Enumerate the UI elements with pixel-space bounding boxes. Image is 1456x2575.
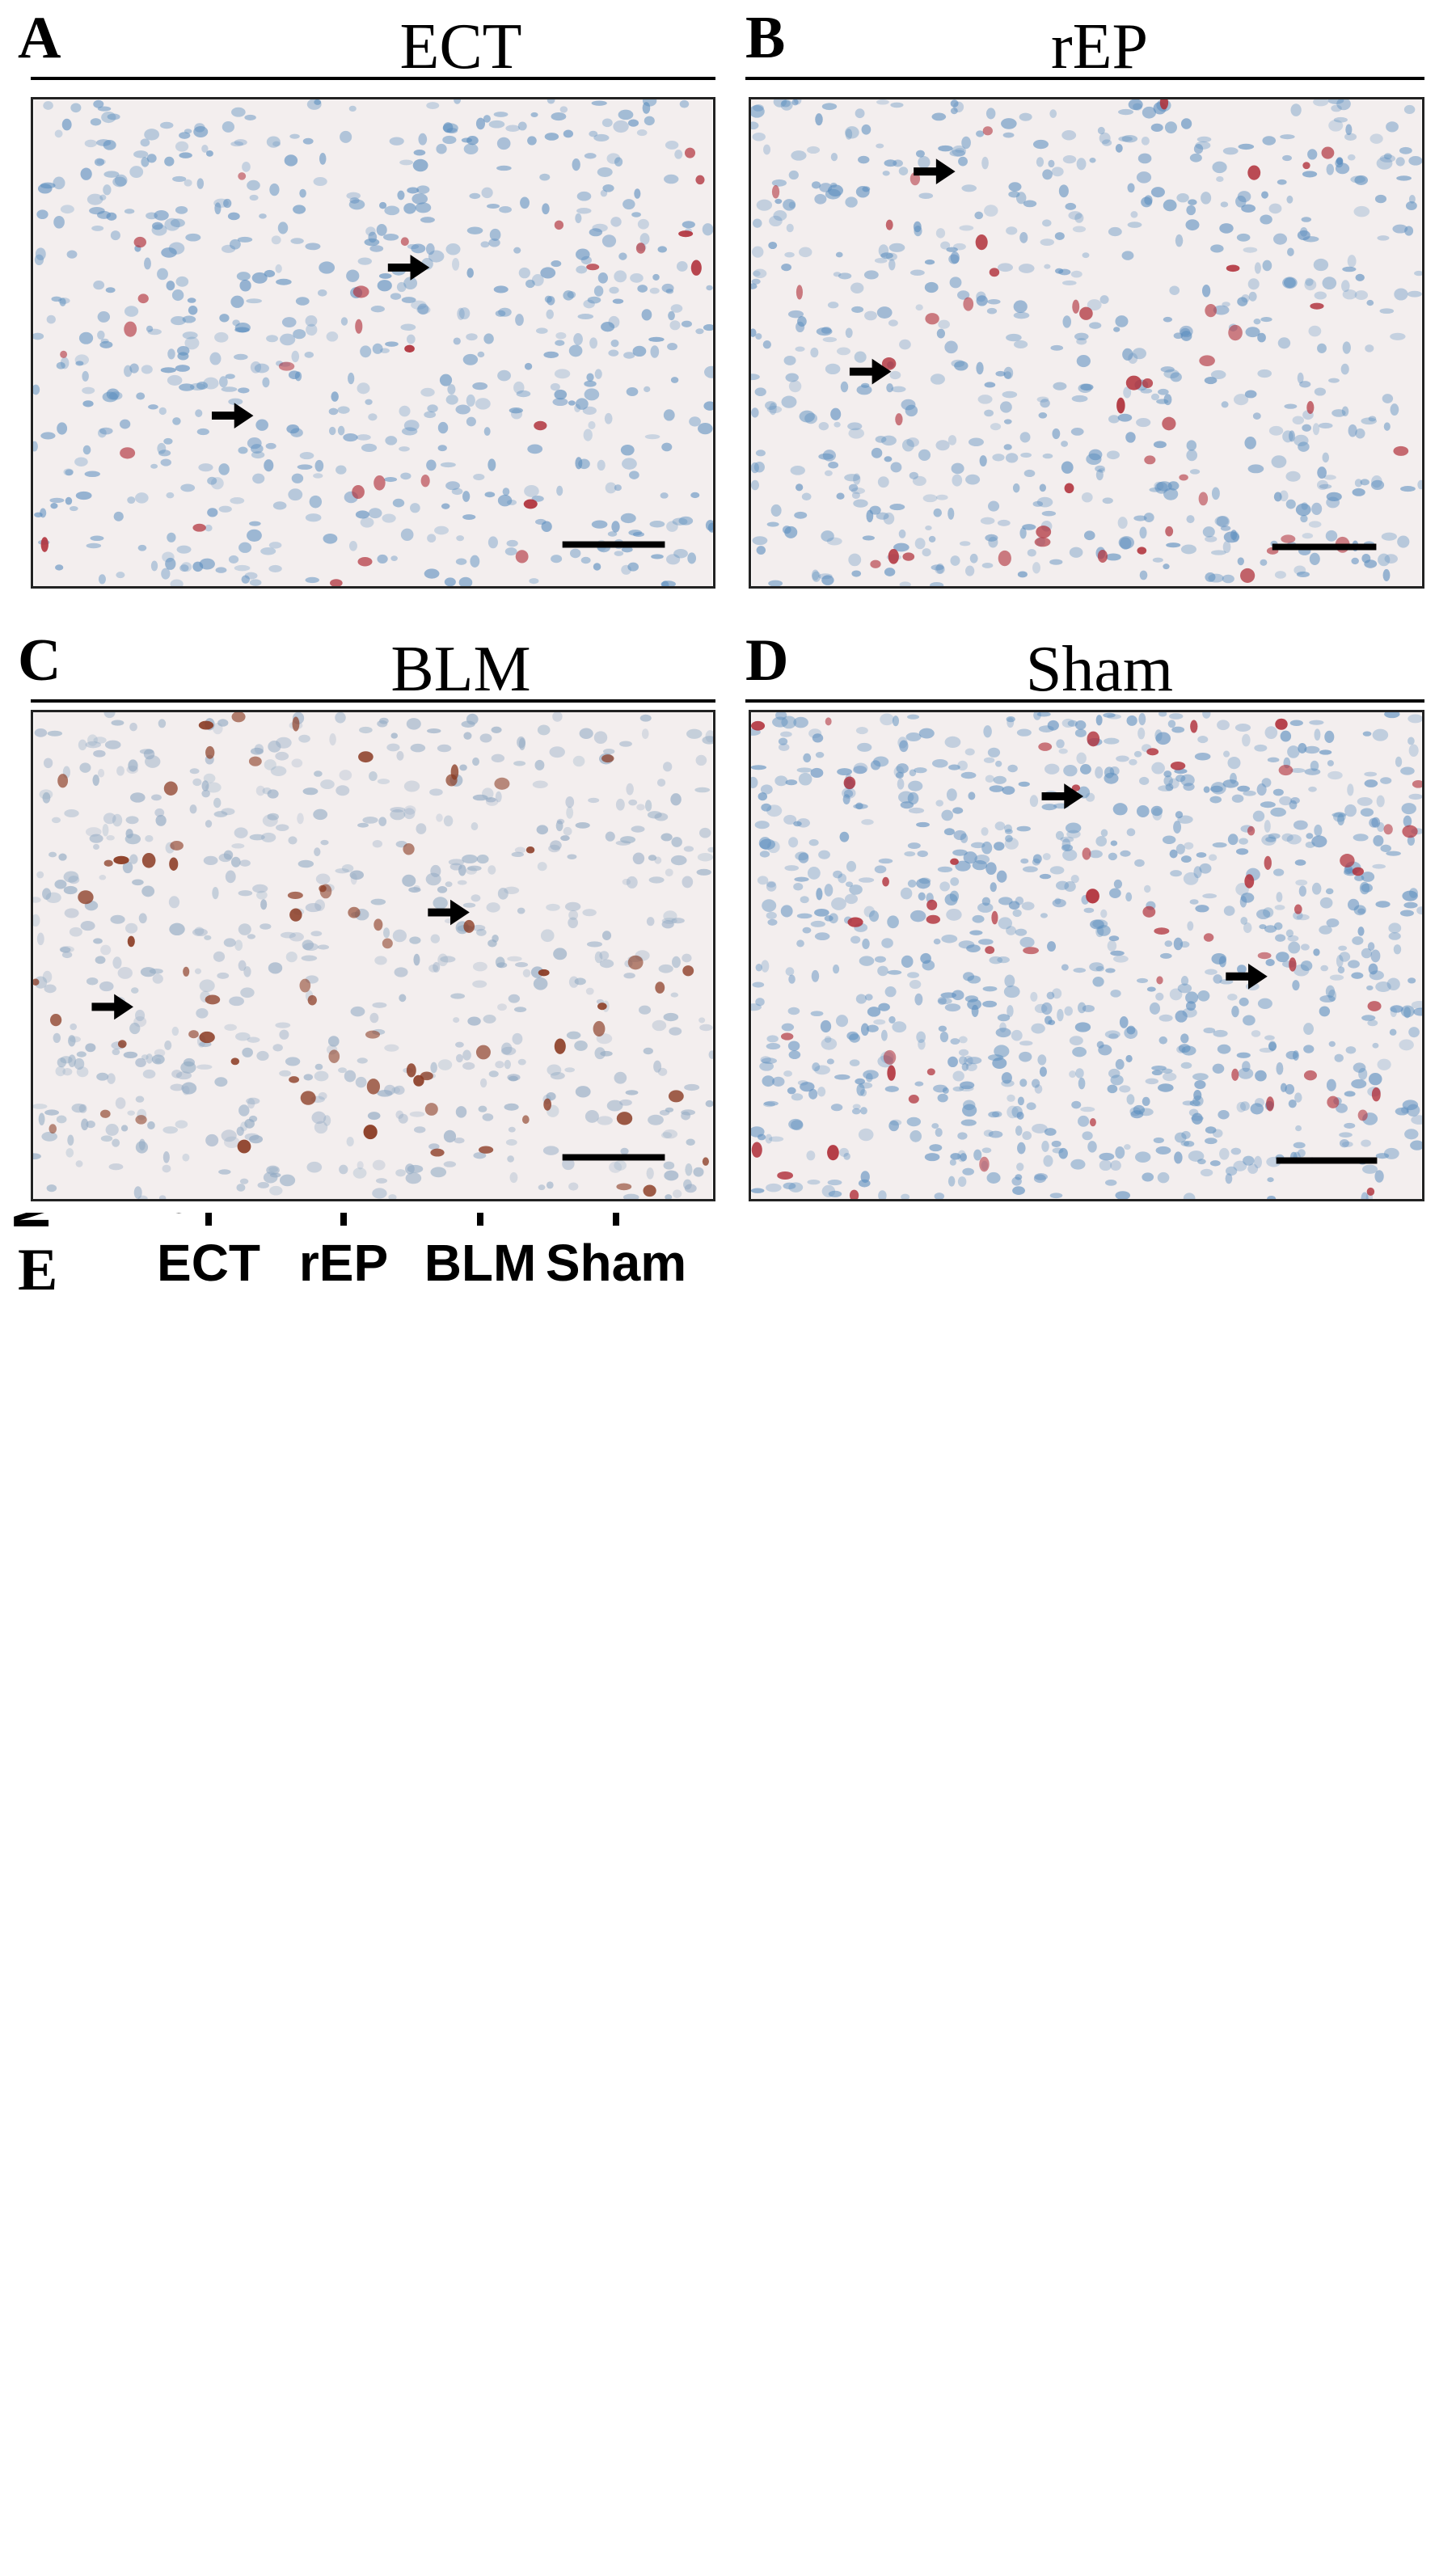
x-tick-label: rEP bbox=[299, 1234, 388, 1292]
panel-underline bbox=[745, 699, 1424, 703]
panel-title-sham: Sham bbox=[1025, 634, 1174, 705]
arrow-icon bbox=[91, 994, 133, 1020]
panel-underline bbox=[31, 699, 715, 703]
x-tick-label: ECT bbox=[157, 1234, 260, 1292]
panel-letter-e: E bbox=[18, 1237, 57, 1303]
scale-bar bbox=[1272, 543, 1377, 551]
scale-bar bbox=[1276, 1157, 1378, 1164]
panel-letter-a: A bbox=[18, 5, 61, 71]
panel-letter-d: D bbox=[745, 627, 789, 694]
panel-underline bbox=[31, 77, 715, 80]
arrow-icon bbox=[849, 358, 892, 385]
y-tick-label: 0 bbox=[166, 1213, 192, 1223]
x-tick-label: BLM bbox=[424, 1234, 537, 1292]
scale-bar bbox=[562, 1154, 665, 1161]
y-axis-label: MPO-positive cells (n/HPF) bbox=[4, 1213, 60, 1230]
scale-bar bbox=[562, 541, 665, 548]
arrow-icon bbox=[1226, 963, 1268, 990]
micrograph-ect bbox=[31, 97, 715, 589]
panel-title-ect: ECT bbox=[399, 11, 522, 82]
panel-title-blm: BLM bbox=[390, 634, 531, 705]
panel-letter-b: B bbox=[745, 5, 786, 71]
micrograph-rep bbox=[749, 97, 1424, 589]
arrow-icon bbox=[1041, 783, 1084, 809]
arrow-icon bbox=[428, 899, 470, 926]
arrow-icon bbox=[211, 403, 254, 428]
x-tick-label: Sham bbox=[546, 1234, 686, 1292]
arrow-icon bbox=[387, 255, 430, 281]
arrow-icon bbox=[914, 158, 956, 184]
panel-title-rep: rEP bbox=[1051, 11, 1148, 82]
micrograph-sham bbox=[749, 710, 1424, 1201]
micrograph-blm bbox=[31, 710, 715, 1201]
panel-letter-c: C bbox=[18, 627, 61, 694]
panel-underline bbox=[745, 77, 1424, 80]
bar-chart: E MPO-positive cells (n/HPF) 010203040EC… bbox=[4, 1213, 686, 1303]
